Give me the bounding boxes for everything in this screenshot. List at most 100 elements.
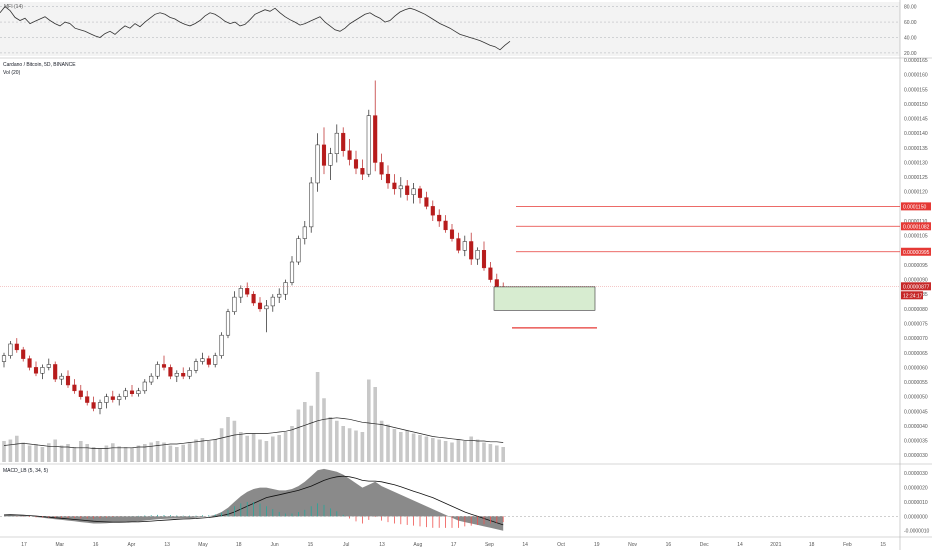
- volume-bar: [501, 447, 505, 462]
- volume-bar: [488, 444, 493, 462]
- volume-bar: [117, 446, 121, 462]
- price-tick-label: 0.0000110: [904, 219, 927, 225]
- price-tick-label: 0.0000150: [904, 102, 928, 108]
- price-tick-label: 0.0000140: [904, 131, 928, 137]
- candle: [264, 305, 269, 310]
- level-badge: [901, 222, 931, 231]
- price-tick-label: 0.0000060: [904, 365, 928, 371]
- volume-bar: [450, 442, 454, 462]
- x-tick-label: Nov: [628, 542, 637, 548]
- candle: [219, 334, 224, 356]
- current-price-badge: [901, 282, 931, 291]
- volume-bar: [290, 426, 294, 462]
- candle: [91, 402, 96, 409]
- x-tick-label: May: [198, 542, 208, 548]
- volume-bar: [175, 447, 179, 462]
- volume-bar: [219, 428, 224, 462]
- x-tick-label: Dec: [700, 542, 709, 548]
- candle: [257, 302, 263, 310]
- candle: [206, 358, 211, 365]
- price-tick-label: 0.0000165: [904, 58, 928, 64]
- candle: [296, 238, 301, 263]
- candle: [40, 367, 45, 374]
- macd-tick-label: 0.0000020: [904, 486, 928, 492]
- candle: [53, 364, 58, 380]
- volume-bar: [495, 445, 499, 462]
- volume-bar: [245, 435, 249, 462]
- x-tick-label: Sep: [485, 542, 494, 548]
- volume-bar: [98, 448, 102, 462]
- candle: [200, 358, 205, 362]
- candle: [417, 188, 423, 198]
- macd-tick-label: 0.0000000: [904, 514, 928, 520]
- price-tick-label: 0.0000105: [904, 234, 928, 240]
- x-tick-label: 19: [594, 542, 600, 548]
- price-tick-label: 0.0000160: [904, 73, 928, 79]
- macd-area: [4, 468, 504, 531]
- candle: [315, 144, 320, 184]
- x-tick-label: 18: [236, 542, 242, 548]
- level-badge: [901, 247, 931, 256]
- volume-ma-line: [3, 417, 504, 449]
- candle: [225, 311, 231, 336]
- volume-bar: [136, 445, 141, 462]
- candle: [181, 372, 186, 377]
- mfi-tick-label: 20.00: [904, 51, 917, 57]
- volume-bar: [66, 444, 70, 462]
- volume-bar: [53, 439, 57, 462]
- volume-bar: [296, 409, 301, 462]
- volume-bar: [386, 424, 390, 462]
- volume-bar: [213, 439, 217, 462]
- volume-bar: [149, 442, 153, 462]
- volume-bar: [379, 420, 384, 462]
- candle: [437, 214, 442, 222]
- support-zone: [493, 286, 596, 311]
- volume-bar: [207, 441, 211, 462]
- volume-bar: [354, 430, 358, 462]
- candle: [27, 358, 32, 368]
- volume-bar: [277, 435, 281, 462]
- volume-bar: [456, 439, 461, 462]
- candle: [245, 288, 250, 295]
- x-tick-label: Apr: [128, 542, 136, 548]
- candle: [46, 364, 51, 368]
- volume-bar: [15, 435, 19, 462]
- macd-label: MACD_LB (5, 34, 5): [3, 468, 49, 474]
- candle: [424, 197, 429, 207]
- candle: [104, 396, 109, 403]
- price-tick-label: 0.0000075: [904, 321, 928, 327]
- price-tick-label: 0.0000050: [904, 395, 928, 401]
- volume-bar: [431, 438, 435, 462]
- volume-bar: [341, 426, 345, 462]
- volume-bar: [187, 443, 192, 462]
- volume-bar: [111, 443, 115, 462]
- candle: [72, 384, 77, 392]
- candle: [392, 182, 397, 190]
- x-tick-label: 15: [308, 542, 314, 548]
- candle: [193, 361, 199, 371]
- x-tick-label: 14: [737, 542, 743, 548]
- candle: [353, 159, 359, 169]
- volume-bar: [463, 441, 467, 462]
- candle: [232, 296, 237, 313]
- candle: [59, 375, 64, 380]
- mfi-line: [0, 6, 511, 51]
- candle: [8, 343, 13, 356]
- candle: [347, 150, 352, 160]
- level-badge: [901, 202, 931, 211]
- mfi-tick-label: 60.00: [904, 20, 917, 26]
- candle: [97, 402, 103, 409]
- candle: [309, 182, 314, 228]
- candle: [481, 250, 487, 269]
- volume-bar: [264, 441, 269, 462]
- current-price-label: 0.00000877: [903, 284, 930, 290]
- mfi-background: [0, 2, 900, 56]
- candle: [469, 241, 474, 260]
- volume-bar: [104, 445, 109, 462]
- volume-bar: [194, 439, 198, 462]
- price-tick-label: 0.0000130: [904, 160, 928, 166]
- candle: [65, 375, 71, 386]
- candle: [117, 396, 122, 400]
